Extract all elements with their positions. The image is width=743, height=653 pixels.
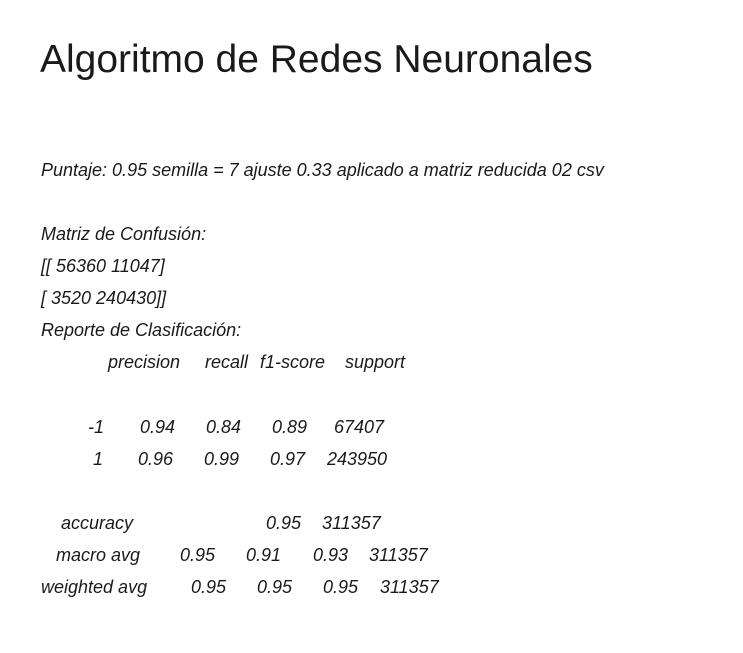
macro-avg-recall: 0.91 bbox=[246, 545, 282, 565]
confusion-matrix-label: Matriz de Confusión: bbox=[41, 224, 207, 244]
row-recall: 0.99 bbox=[204, 449, 240, 469]
row-recall: 0.84 bbox=[206, 417, 242, 437]
header-f1-score: f1-score bbox=[260, 352, 326, 372]
macro-avg-f1-score: 0.93 bbox=[313, 545, 349, 565]
weighted-avg-recall: 0.95 bbox=[257, 577, 293, 597]
accuracy-f1-score: 0.95 bbox=[266, 513, 302, 533]
header-support: support bbox=[345, 352, 406, 372]
row-support: 243950 bbox=[327, 449, 388, 469]
macro-avg-precision: 0.95 bbox=[180, 545, 216, 565]
macro-avg-label: macro avg bbox=[56, 545, 141, 565]
macro-avg-support: 311357 bbox=[369, 545, 428, 565]
weighted-avg-f1-score: 0.95 bbox=[323, 577, 359, 597]
row-class-label: -1 bbox=[88, 417, 105, 437]
page-title: Algoritmo de Redes Neuronales bbox=[40, 38, 593, 81]
row-f1-score: 0.89 bbox=[272, 417, 308, 437]
weighted-avg-support: 311357 bbox=[380, 577, 439, 597]
weighted-avg-label: weighted avg bbox=[41, 577, 148, 597]
accuracy-support: 311357 bbox=[322, 513, 381, 533]
confusion-matrix-row-1: [[ 56360 11047] bbox=[41, 256, 165, 276]
row-precision: 0.94 bbox=[140, 417, 176, 437]
weighted-avg-precision: 0.95 bbox=[191, 577, 227, 597]
confusion-matrix-row-2: [ 3520 240430]] bbox=[41, 288, 167, 308]
accuracy-label: accuracy bbox=[61, 513, 134, 533]
header-recall: recall bbox=[205, 352, 249, 372]
score-line: Puntaje: 0.95 semilla = 7 ajuste 0.33 ap… bbox=[41, 160, 604, 180]
row-f1-score: 0.97 bbox=[270, 449, 306, 469]
row-class-label: 1 bbox=[93, 449, 104, 469]
row-support: 67407 bbox=[334, 417, 385, 437]
row-precision: 0.96 bbox=[138, 449, 174, 469]
header-precision: precision bbox=[108, 352, 181, 372]
classification-report-label: Reporte de Clasificación: bbox=[41, 320, 242, 340]
